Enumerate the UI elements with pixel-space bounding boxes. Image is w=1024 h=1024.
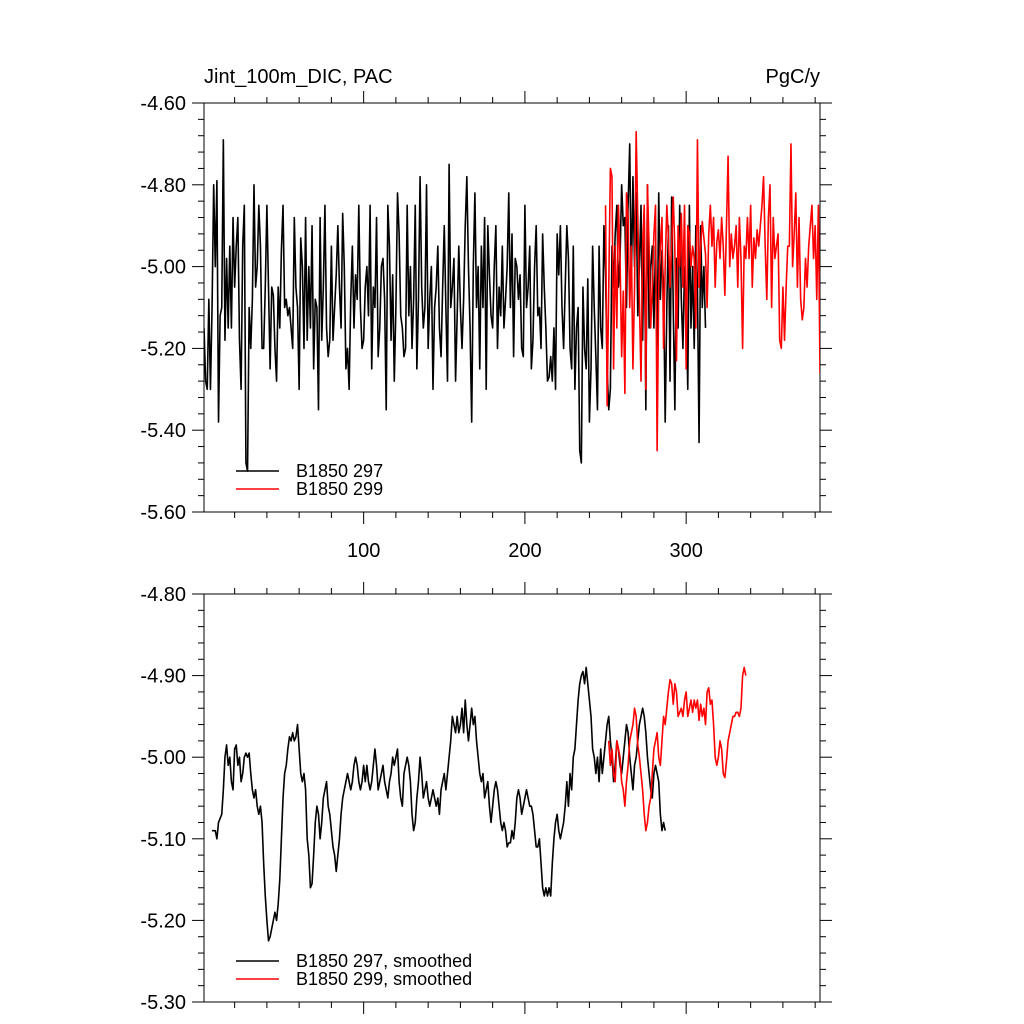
legend-label: B1850 299 <box>296 479 383 499</box>
plot-frame <box>203 593 821 1003</box>
y-tick-label: -5.10 <box>140 829 186 851</box>
y-tick-label: -5.30 <box>140 992 186 1014</box>
y-tick-label: -5.20 <box>140 338 186 360</box>
y-tick-label: -4.90 <box>140 666 186 688</box>
y-tick-label: -5.20 <box>140 910 186 932</box>
series-line-2 <box>604 130 820 452</box>
legend-label: B1850 297, smoothed <box>296 951 472 971</box>
y-tick-label: -5.00 <box>140 257 186 279</box>
series-line-1 <box>204 139 707 472</box>
y-tick-label: -4.80 <box>140 175 186 197</box>
legend-label: B1850 299, smoothed <box>296 969 472 989</box>
y-tick-label: -4.80 <box>140 584 186 606</box>
y-tick-label: -5.00 <box>140 747 186 769</box>
y-tick-label: -5.60 <box>140 502 186 524</box>
x-tick-label: 200 <box>508 540 541 562</box>
x-tick-label: 300 <box>669 540 702 562</box>
x-tick-label: 100 <box>347 540 380 562</box>
chart-title: Jint_100m_DIC, PAC <box>204 66 393 88</box>
units-label: PgC/y <box>766 66 820 88</box>
legend-label: B1850 297 <box>296 461 383 481</box>
series-line-2 <box>607 666 747 832</box>
y-tick-label: -5.40 <box>140 420 186 442</box>
panel-1: -5.60 -5.40 -5.20 -5.00 -4.80 -4.60 100 200 300 J… <box>140 66 832 562</box>
panel-2: -5.30 -5.20 -5.10 -5.00 -4.90 -4.80 B1850 297,… <box>140 582 832 1014</box>
series-line-1 <box>212 666 666 942</box>
y-tick-label: -4.60 <box>140 93 186 115</box>
